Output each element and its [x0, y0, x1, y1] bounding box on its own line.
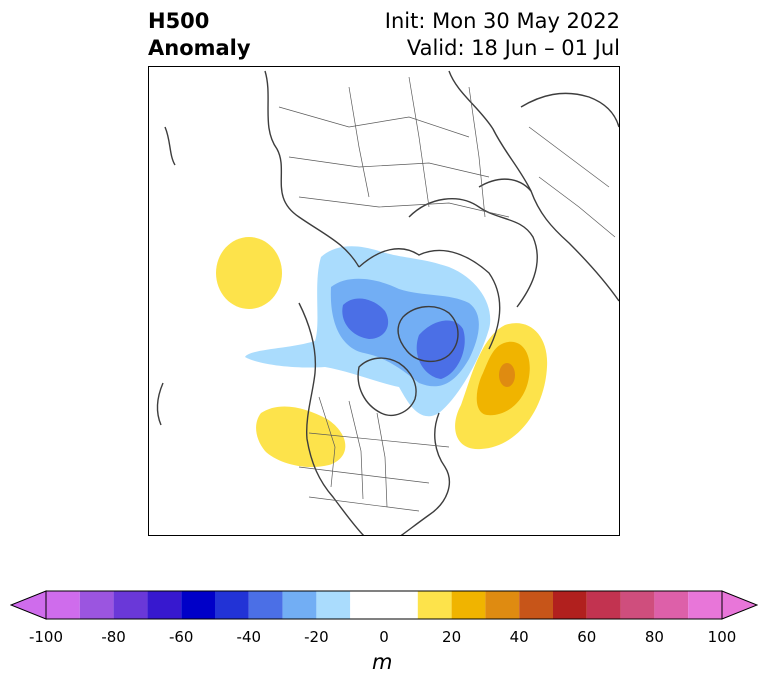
colorbar-tick-label: 100: [707, 628, 737, 646]
colorbar-tick-label: 40: [509, 628, 529, 646]
coastlines: [156, 70, 619, 535]
colorbar: [10, 590, 758, 620]
colorbar-bin: [113, 591, 148, 619]
anomaly-siberia-ridge: [216, 237, 282, 309]
colorbar-bin: [586, 591, 621, 619]
colorbar-bin: [451, 591, 486, 619]
colorbar-unit: m: [372, 650, 393, 674]
colorbar-tick-label: 60: [577, 628, 597, 646]
colorbar-bin: [350, 591, 418, 619]
colorbar-bin: [417, 591, 452, 619]
colorbar-tick-label: -100: [28, 628, 64, 646]
forecast-dates: Init: Mon 30 May 2022 Valid: 18 Jun – 01…: [385, 8, 620, 62]
title-line-2: Anomaly: [148, 36, 251, 60]
colorbar-bin: [316, 591, 351, 619]
colorbar-bin: [519, 591, 553, 619]
colorbar-tick-label: 80: [644, 628, 664, 646]
anomaly-us-west-ridge: [256, 406, 346, 468]
colorbar-tick-label: -20: [304, 628, 329, 646]
colorbar-bin: [620, 591, 655, 619]
colorbar-extend-low: [10, 590, 47, 620]
colorbar-bin: [215, 591, 249, 619]
title-line-1: H500: [148, 9, 210, 33]
colorbar-outline: [45, 590, 723, 620]
colorbar-bin: [147, 591, 182, 619]
colorbar-bin: [485, 591, 520, 619]
valid-range: Valid: 18 Jun – 01 Jul: [406, 36, 620, 60]
colorbar-bin: [248, 591, 283, 619]
init-date: Init: Mon 30 May 2022: [384, 9, 620, 33]
colorbar-tick-label: -40: [236, 628, 262, 646]
colorbar-bin: [553, 591, 587, 619]
colorbar-tick-label: -60: [168, 628, 194, 646]
colorbar-tick-label: 20: [442, 628, 462, 646]
map-title: H500 Anomaly: [148, 8, 251, 62]
political-borders: [278, 76, 616, 512]
colorbar-bin: [181, 591, 215, 619]
colorbar-tick-label: 0: [379, 628, 389, 646]
anomaly-map: [156, 70, 619, 535]
map-panel: [148, 66, 620, 536]
colorbar-bin: [688, 591, 722, 619]
colorbar-tick-label: -80: [101, 628, 126, 646]
anomaly-atlantic-ridge-core: [499, 363, 515, 387]
colorbar-extend-high: [721, 590, 758, 620]
colorbar-bin: [654, 591, 689, 619]
colorbar-bin: [46, 591, 80, 619]
colorbar-bin: [282, 591, 317, 619]
colorbar-bin: [79, 591, 114, 619]
colorbar-bins: [46, 591, 722, 619]
anomaly-arctic-trough-inner: [342, 298, 389, 339]
anomaly-greenland-trough-inner: [416, 320, 465, 379]
